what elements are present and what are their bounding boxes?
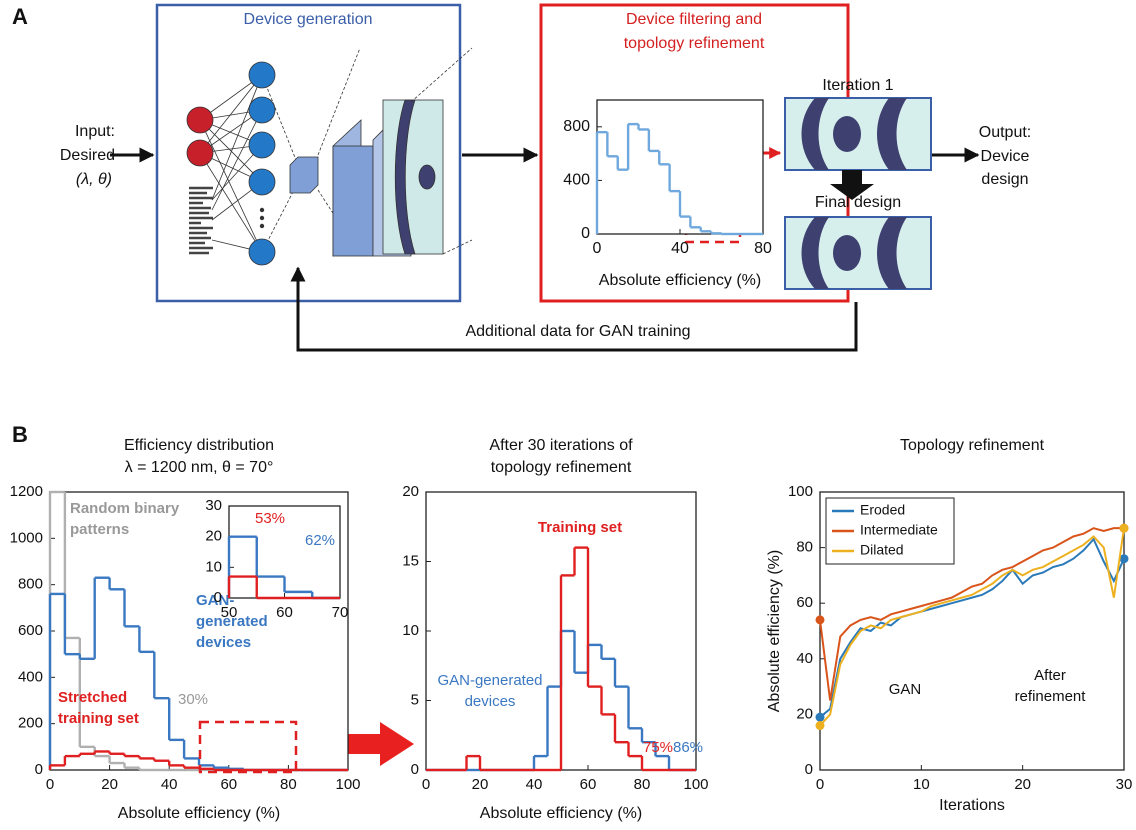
chart-title: topology refinement	[491, 459, 632, 476]
output-label: Output:	[979, 124, 1031, 141]
y-tick-label: 1200	[10, 483, 43, 500]
legend-label: Dilated	[860, 542, 904, 558]
y-tick-label: 5	[411, 691, 419, 708]
x-tick-label: 0	[46, 776, 54, 793]
x-tick-label: 60	[580, 776, 597, 793]
y-tick-label: 400	[18, 668, 43, 685]
y-tick-label: 20	[796, 705, 813, 722]
x-tick-label: 40	[671, 240, 689, 257]
x-axis-label: Iterations	[939, 797, 1005, 814]
y-axis-label: Absolute efficiency (%)	[766, 550, 783, 712]
y-tick-label: 0	[35, 761, 43, 778]
annotation: Training set	[538, 519, 622, 536]
iteration-label: Iteration 1	[822, 77, 893, 94]
y-tick-label: 0	[411, 761, 419, 778]
x-tick-label: 80	[280, 776, 297, 793]
x-tick-label: 40	[161, 776, 178, 793]
input-label: (λ, θ)	[76, 171, 112, 188]
output-label: design	[981, 171, 1028, 188]
annotation: devices	[465, 693, 516, 710]
x-tick-label: 0	[593, 240, 602, 257]
output-label: Device	[981, 148, 1030, 165]
y-tick-label: 10	[402, 622, 419, 639]
final-label: Final design	[815, 194, 901, 211]
annotation: 75%	[643, 739, 673, 756]
x-tick-label: 60	[220, 776, 237, 793]
x-tick-label: 0	[816, 776, 824, 793]
y-tick-label: 800	[563, 118, 590, 135]
generation-title: Device generation	[244, 11, 373, 28]
feedback-label: Additional data for GAN training	[465, 323, 690, 340]
device-image	[785, 217, 931, 289]
annotation: GAN	[889, 681, 922, 698]
x-tick-label: 80	[634, 776, 651, 793]
legend-label: Intermediate	[860, 522, 938, 538]
annotation: refinement	[1015, 688, 1087, 705]
x-tick-label: 20	[472, 776, 489, 793]
panel-label: A	[12, 4, 28, 29]
page: {"panel_a":{"label":"A","generation_titl…	[0, 0, 1136, 830]
y-tick-label: 0	[214, 589, 222, 606]
y-tick-label: 200	[18, 715, 43, 732]
neural-network	[187, 48, 472, 265]
chart-title: After 30 iterations of	[489, 437, 633, 454]
annotation: After	[1034, 667, 1066, 684]
y-tick-label: 600	[18, 622, 43, 639]
y-tick-label: 100	[788, 483, 813, 500]
filtering-title: Device filtering and	[626, 11, 762, 28]
legend-label: Eroded	[860, 502, 905, 518]
x-tick-label: 10	[913, 776, 930, 793]
y-tick-label: 15	[402, 552, 419, 569]
panel-label: B	[12, 422, 28, 447]
input-label: Desired	[60, 147, 115, 164]
y-tick-label: 80	[796, 539, 813, 556]
annotation: 30%	[178, 691, 208, 708]
y-tick-label: 0	[805, 761, 813, 778]
x-tick-label: 100	[335, 776, 360, 793]
filtering-title: topology refinement	[624, 35, 765, 52]
chart-title: Topology refinement	[900, 437, 1045, 454]
x-tick-label: 60	[276, 604, 293, 621]
y-tick-label: 10	[205, 558, 222, 575]
x-axis-label: Absolute efficiency (%)	[118, 805, 280, 822]
x-tick-label: 50	[221, 604, 238, 621]
x-tick-label: 20	[1014, 776, 1031, 793]
y-tick-label: 400	[563, 172, 590, 189]
x-axis-label: Absolute efficiency (%)	[480, 805, 642, 822]
annotation: 53%	[255, 510, 285, 527]
y-tick-label: 40	[796, 650, 813, 667]
end-marker	[816, 721, 825, 730]
annotation: 62%	[305, 532, 335, 549]
end-marker	[816, 713, 825, 722]
annotation: GAN-generated	[437, 672, 542, 689]
annotation: patterns	[70, 521, 129, 538]
y-tick-label: 20	[402, 483, 419, 500]
input-label: Input:	[75, 123, 115, 140]
y-tick-label: 0	[581, 225, 590, 242]
annotation: Random binary	[70, 500, 180, 517]
end-marker	[816, 615, 825, 624]
x-tick-label: 100	[683, 776, 708, 793]
y-tick-label: 800	[18, 576, 43, 593]
annotation: training set	[58, 710, 139, 727]
annotation: 86%	[673, 739, 703, 756]
y-tick-label: 30	[205, 497, 222, 514]
x-tick-label: 20	[101, 776, 118, 793]
device-image	[785, 98, 931, 170]
x-tick-label: 30	[1116, 776, 1133, 793]
y-tick-label: 1000	[10, 529, 43, 546]
end-marker	[1120, 524, 1129, 533]
y-tick-label: 20	[205, 528, 222, 545]
y-tick-label: 60	[796, 594, 813, 611]
x-tick-label: 0	[422, 776, 430, 793]
x-tick-label: 70	[332, 604, 349, 621]
x-axis-label: Absolute efficiency (%)	[599, 272, 761, 289]
x-tick-label: 40	[526, 776, 543, 793]
x-tick-label: 80	[754, 240, 772, 257]
annotation: devices	[196, 634, 251, 651]
chart-title: Efficiency distribution	[124, 437, 274, 454]
annotation: Stretched	[58, 689, 127, 706]
figure: A Device generation Device filtering and…	[0, 0, 1136, 825]
chart-title: λ = 1200 nm, θ = 70°	[125, 459, 274, 476]
